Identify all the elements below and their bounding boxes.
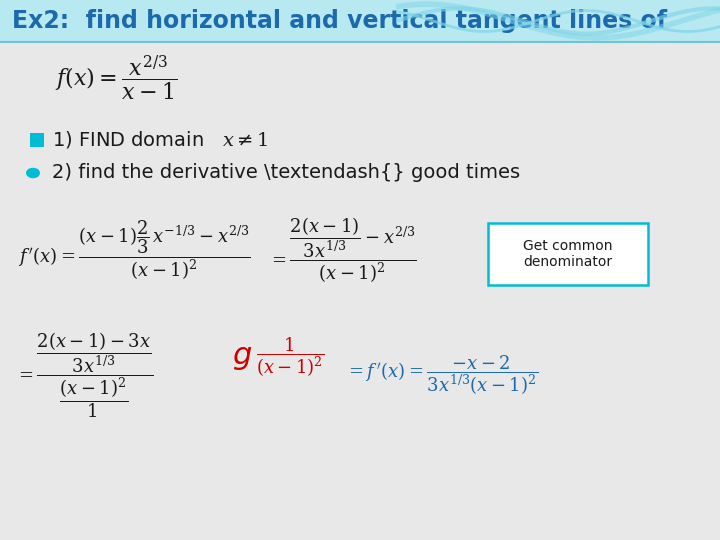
Text: 2) find the derivative \textendash{} good times: 2) find the derivative \textendash{} goo… xyxy=(52,164,520,183)
Text: $f\,'(x)=\dfrac{(x-1)\dfrac{2}{3}\,x^{-1/3}-x^{2/3}}{(x-1)^{2}}$: $f\,'(x)=\dfrac{(x-1)\dfrac{2}{3}\,x^{-1… xyxy=(18,219,251,281)
Text: $\dfrac{1}{(x-1)^{2}}$: $\dfrac{1}{(x-1)^{2}}$ xyxy=(256,335,324,379)
FancyBboxPatch shape xyxy=(488,224,647,285)
Bar xyxy=(0,0,720,42)
Bar xyxy=(30,133,44,147)
Text: $=f\,'(x)=\dfrac{-x-2}{3x^{1/3}(x-1)^{2}}$: $=f\,'(x)=\dfrac{-x-2}{3x^{1/3}(x-1)^{2}… xyxy=(345,353,538,397)
Text: $\mathit{g}$: $\mathit{g}$ xyxy=(232,342,252,372)
Circle shape xyxy=(26,168,40,178)
Text: Ex2:  find horizontal and vertical tangent lines of: Ex2: find horizontal and vertical tangen… xyxy=(12,9,667,33)
Text: 1) FIND domain   $x \neq 1$: 1) FIND domain $x \neq 1$ xyxy=(52,130,269,151)
Text: $f(x)=\dfrac{x^{2/3}}{x-1}$: $f(x)=\dfrac{x^{2/3}}{x-1}$ xyxy=(55,53,177,103)
Text: $=\dfrac{\dfrac{2(x-1)}{3x^{1/3}}-x^{2/3}}{(x-1)^{2}}$: $=\dfrac{\dfrac{2(x-1)}{3x^{1/3}}-x^{2/3… xyxy=(268,215,417,285)
Text: Get common
denominator: Get common denominator xyxy=(523,239,613,269)
Text: $=\dfrac{\dfrac{2(x-1)-3x}{3x^{1/3}}}{\dfrac{(x-1)^{2}}{1}}$: $=\dfrac{\dfrac{2(x-1)-3x}{3x^{1/3}}}{\d… xyxy=(15,330,153,420)
